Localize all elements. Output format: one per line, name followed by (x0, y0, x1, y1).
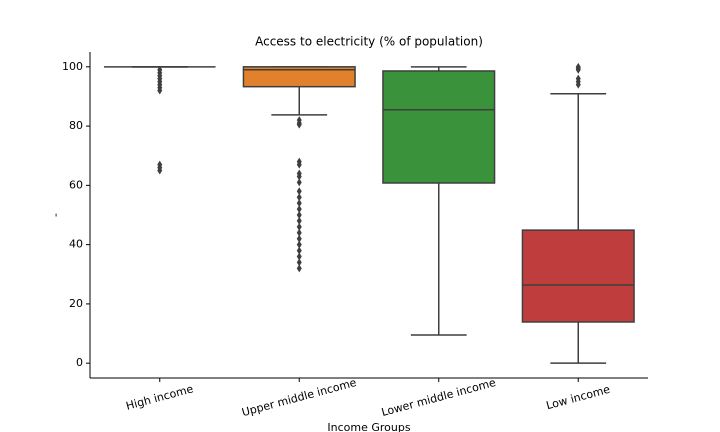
outlier (296, 199, 302, 208)
outlier (296, 205, 302, 214)
outlier (575, 65, 581, 74)
x-axis-label: Income Groups (327, 421, 410, 432)
outlier (296, 187, 302, 196)
y-tick-label: 80 (69, 119, 83, 132)
x-tick-label: High income (125, 382, 195, 412)
y-tick-label: 0 (76, 356, 83, 369)
box (382, 70, 496, 184)
outlier (157, 166, 163, 175)
outlier (296, 246, 302, 255)
outlier (296, 222, 302, 231)
box (242, 66, 356, 88)
chart-title: Access to electricity (% of population) (255, 35, 483, 49)
outlier (296, 240, 302, 249)
outlier (296, 234, 302, 243)
box (521, 229, 635, 323)
y-tick-label: 60 (69, 178, 83, 191)
outlier (296, 258, 302, 267)
y-tick-label: 40 (69, 238, 83, 251)
x-tick-label: Upper middle income (240, 376, 358, 419)
outlier (296, 172, 302, 181)
outlier (296, 216, 302, 225)
outlier (296, 120, 302, 129)
x-tick-label: Low income (545, 383, 612, 413)
y-tick-label: 20 (69, 297, 83, 310)
outlier (575, 80, 581, 89)
y-tick-label: 100 (62, 60, 83, 73)
x-tick-label: Lower middle income (380, 376, 497, 419)
y-axis-label: - (49, 213, 62, 217)
outlier (296, 228, 302, 237)
outlier (296, 211, 302, 219)
outlier (296, 252, 302, 261)
outlier (296, 160, 302, 169)
outlier (157, 86, 163, 95)
outlier (296, 178, 302, 187)
outlier (296, 193, 302, 202)
outlier (296, 264, 302, 273)
